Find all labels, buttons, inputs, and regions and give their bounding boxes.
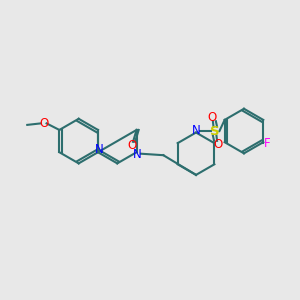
Text: O: O <box>207 111 217 124</box>
Text: N: N <box>94 143 103 156</box>
Text: N: N <box>192 124 200 137</box>
Text: O: O <box>213 138 223 151</box>
Text: F: F <box>264 137 271 150</box>
Text: S: S <box>210 124 220 138</box>
Text: O: O <box>128 139 137 152</box>
Text: N: N <box>133 148 142 161</box>
Text: O: O <box>39 117 48 130</box>
